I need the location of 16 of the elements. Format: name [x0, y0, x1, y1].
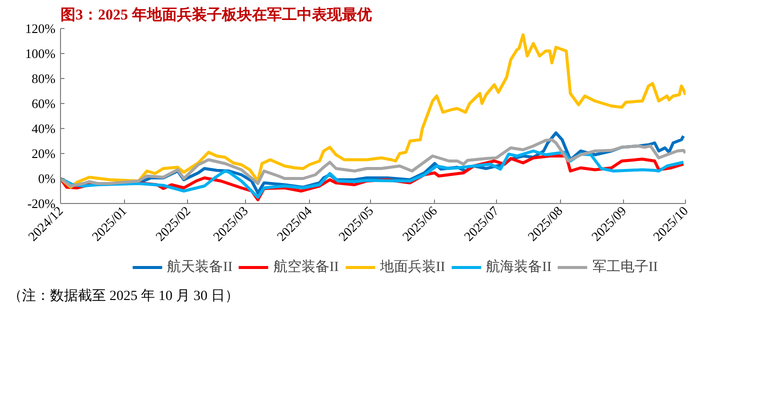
- y-tick-label: 40%: [32, 121, 56, 136]
- y-tick-label: 80%: [32, 71, 56, 86]
- chart-title: 图3：2025 年地面兵装子板块在军工中表现最优: [60, 6, 372, 24]
- y-tick-label: 120%: [25, 21, 56, 36]
- text: （注：数据截至 2025 年 10 月 30 日）: [8, 287, 239, 306]
- y-tick-label: 0%: [38, 171, 56, 186]
- legend-label: 航天装备II: [167, 258, 233, 276]
- y-tick-label: 60%: [32, 96, 56, 111]
- legend-label: 航空装备II: [274, 258, 339, 276]
- y-tick-label: 100%: [25, 46, 56, 61]
- y-tick-label: 20%: [32, 146, 56, 161]
- legend-label: 地面兵装II: [380, 258, 446, 276]
- line-series: [60, 33, 686, 189]
- line-series: [60, 138, 686, 188]
- legend-label: 航海装备II: [486, 258, 552, 276]
- legend-label: 军工电子II: [592, 258, 658, 276]
